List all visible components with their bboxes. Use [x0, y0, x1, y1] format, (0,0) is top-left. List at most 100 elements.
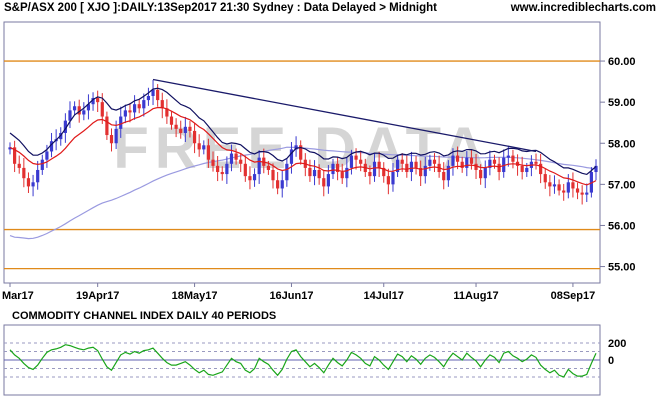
- candle: [469, 149, 474, 170]
- candle: [96, 90, 100, 113]
- candle: [451, 148, 455, 176]
- candle: [202, 140, 206, 155]
- candle: [502, 149, 506, 178]
- candle-body: [585, 192, 589, 195]
- candle-body: [26, 178, 31, 187]
- candle-body: [252, 174, 257, 181]
- trendline: [152, 78, 537, 153]
- candle: [285, 158, 289, 187]
- candle-body: [91, 98, 95, 105]
- candle-body: [234, 153, 238, 160]
- candle: [520, 156, 524, 180]
- candle-body: [312, 169, 317, 177]
- candle: [109, 128, 114, 152]
- candle: [465, 151, 469, 177]
- candle: [386, 168, 390, 195]
- candle: [276, 172, 280, 195]
- candle-body: [174, 124, 178, 129]
- candle-body: [248, 176, 252, 181]
- candle: [442, 162, 446, 190]
- candle: [160, 92, 164, 119]
- candle: [165, 99, 169, 124]
- candle-body: [483, 167, 487, 179]
- candle: [8, 142, 12, 155]
- candle-body: [119, 116, 123, 129]
- y-tick-label: 57.00: [608, 179, 636, 191]
- candle-body: [105, 116, 109, 136]
- candle: [225, 156, 229, 184]
- candle: [192, 123, 197, 154]
- candle-body: [386, 176, 390, 185]
- candle-body: [202, 145, 206, 150]
- candle: [216, 155, 220, 182]
- candle-body: [114, 128, 118, 144]
- candle-body: [460, 161, 464, 168]
- candle: [511, 149, 515, 169]
- candle-body: [502, 157, 506, 173]
- candle-body: [132, 104, 137, 113]
- candle-body: [336, 163, 340, 173]
- site-url[interactable]: www.incrediblecharts.com: [510, 2, 656, 14]
- candle-body: [428, 159, 432, 166]
- candle: [534, 153, 538, 170]
- candle: [483, 160, 487, 189]
- candle-body: [211, 159, 215, 166]
- candle-body: [285, 163, 289, 181]
- candle-body: [257, 157, 261, 175]
- candle: [197, 134, 201, 157]
- candle-body: [359, 159, 363, 164]
- candle: [243, 155, 247, 182]
- candle-body: [13, 147, 17, 164]
- candle: [571, 172, 575, 198]
- cci-tick-label: 0: [608, 355, 614, 367]
- candle: [86, 94, 91, 120]
- candle-body: [206, 145, 211, 160]
- x-tick-label: Mar17: [2, 290, 34, 302]
- candle: [91, 92, 95, 111]
- candle-body: [280, 180, 284, 189]
- candle-body: [40, 159, 44, 170]
- x-tick-label: 08Sep17: [551, 290, 596, 302]
- candle: [336, 157, 340, 181]
- candle-body: [575, 188, 580, 193]
- candle-body: [465, 157, 469, 168]
- candle-body: [82, 110, 86, 115]
- candle: [580, 185, 584, 205]
- candle: [183, 116, 187, 143]
- y-tick-label: 58.00: [608, 138, 636, 150]
- candle-body: [594, 165, 598, 173]
- x-tick-label: 16Jun17: [269, 290, 313, 302]
- candle-body: [31, 182, 35, 187]
- candle: [82, 102, 86, 121]
- candle-body: [382, 167, 386, 177]
- candle-body: [391, 172, 395, 185]
- candle-body: [188, 126, 192, 131]
- candle: [188, 121, 192, 138]
- candle-body: [442, 172, 446, 181]
- cci-panel-title: COMMODITY CHANNEL INDEX DAILY 40 PERIODS: [12, 310, 277, 322]
- candle: [169, 111, 174, 130]
- candle: [22, 158, 26, 188]
- candle: [405, 155, 409, 178]
- candle: [506, 145, 510, 167]
- candle: [36, 160, 40, 190]
- candle-body: [423, 165, 427, 177]
- candle-body: [68, 110, 72, 121]
- candle-body: [552, 184, 557, 187]
- candle-body: [534, 161, 538, 164]
- candle-body: [455, 155, 460, 162]
- x-tick-label: 19Apr17: [76, 290, 119, 302]
- candle-body: [100, 102, 104, 117]
- candle-body: [239, 159, 243, 164]
- y-tick-label: 56.00: [608, 220, 636, 232]
- candle-body: [137, 104, 141, 109]
- candle-body: [229, 153, 234, 164]
- candle-body: [63, 120, 67, 133]
- candle-body: [36, 169, 40, 183]
- candle-body: [165, 108, 169, 117]
- candle: [326, 165, 330, 194]
- candle-body: [179, 128, 183, 133]
- candle-body: [289, 149, 294, 164]
- candle-body: [368, 172, 372, 177]
